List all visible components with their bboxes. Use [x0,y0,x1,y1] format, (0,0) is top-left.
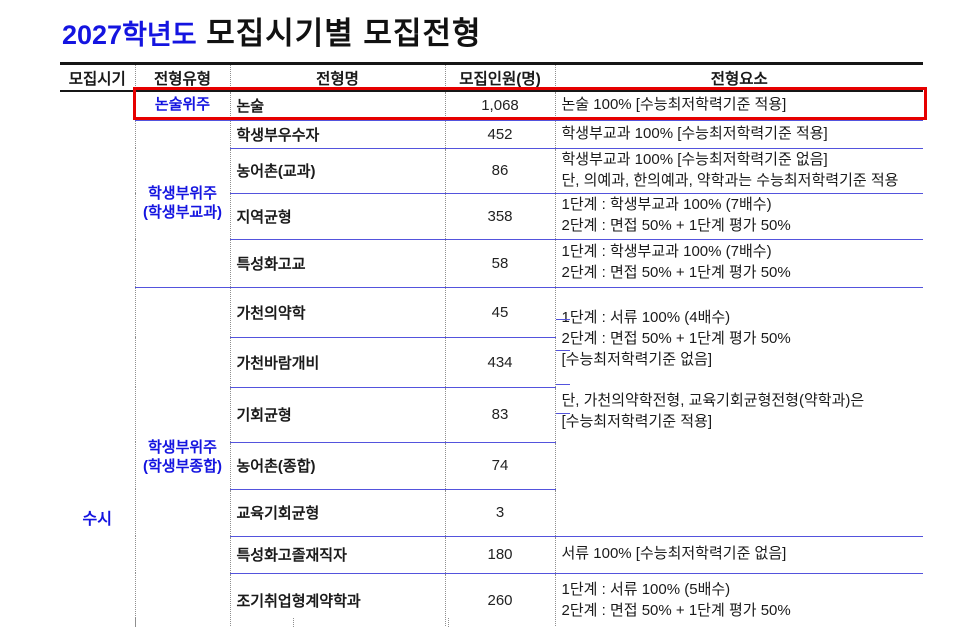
track-count: 45 [444,286,555,338]
track-count: 86 [444,147,555,193]
track-count: 74 [444,441,555,490]
row-line-stub [555,318,570,320]
period-cell: 수시 [60,91,135,627]
track-count: 58 [444,238,555,287]
track-name: 특성화고졸재직자 [229,535,445,574]
row-line-stub [555,412,570,414]
table-row: 농어촌(교과) 86 학생부교과 100% [수능최저학력기준 없음] 단, 의… [60,147,923,193]
page-title: 2027학년도 모집시기별 모집전형 [62,8,482,53]
header-row: 모집시기 전형유형 전형명 모집인원(명) 전형요소 [60,62,923,92]
table-row: 기회균형 83 [60,386,923,443]
track-name: 조기취업형계약학과 [229,572,445,627]
title-year: 2027학년도 [62,20,197,50]
track-elements: 논술 100% [수능최저학력기준 적용] [554,91,923,120]
track-name: 학생부우수자 [229,119,445,148]
category-nonsul: 논술위주 [134,91,230,120]
track-name: 가천의약학 [229,286,445,338]
track-count: 3 [444,488,555,537]
cutoff-column-stub [448,618,449,627]
table-row: 학생부위주 (학생부종합) 가천의약학 45 1단계 : 서류 100% (4배… [60,286,923,627]
table-row: 가천바람개비 434 [60,336,923,388]
track-count: 83 [444,386,555,443]
table-row: 특성화고교 58 1단계 : 학생부교과 100% (7배수) 2단계 : 면접… [60,238,923,287]
row-line-stub [555,383,570,385]
row-line-stub [555,349,570,351]
track-elements: 학생부교과 100% [수능최저학력기준 적용] [554,119,923,148]
merged-elements-cell: 1단계 : 서류 100% (4배수) 2단계 : 면접 50% + 1단계 평… [554,286,923,537]
track-elements: 1단계 : 서류 100% (5배수) 2단계 : 면접 50% + 1단계 평… [554,572,923,627]
table-row: 조기취업형계약학과 260 1단계 : 서류 100% (5배수) 2단계 : … [60,572,923,627]
col-header-elements: 전형요소 [554,62,923,92]
table-row: 교육기회균형 3 [60,488,923,537]
track-name: 농어촌(교과) [229,147,445,193]
merged-elements-text: 1단계 : 서류 100% (4배수) 2단계 : 면접 50% + 1단계 평… [561,309,865,430]
track-name: 지역균형 [229,192,445,239]
track-elements: 1단계 : 학생부교과 100% (7배수) 2단계 : 면접 50% + 1단… [554,238,923,287]
table-row: 농어촌(종합) 74 [60,441,923,490]
track-count: 260 [444,572,555,627]
table-row: 수시 논술위주 논술 1,068 논술 100% [수능최저학력기준 적용] [60,91,923,627]
track-count: 434 [444,336,555,388]
track-elements: 서류 100% [수능최저학력기준 없음] [554,535,923,574]
col-header-count: 모집인원(명) [444,62,555,92]
period-label: 수시 [82,511,112,528]
track-name: 가천바람개비 [229,336,445,388]
table-row: 지역균형 358 1단계 : 학생부교과 100% (7배수) 2단계 : 면접… [60,192,923,239]
col-header-period: 모집시기 [60,62,135,92]
title-text: 모집시기별 모집전형 [196,16,482,51]
track-count: 452 [444,119,555,148]
track-elements: 학생부교과 100% [수능최저학력기준 없음] 단, 의예과, 한의예과, 약… [554,147,923,193]
table-row: 특성화고졸재직자 180 서류 100% [수능최저학력기준 없음] [60,535,923,574]
track-name: 특성화고교 [229,238,445,287]
track-count: 1,068 [444,91,555,120]
table-row: 학생부위주 (학생부교과) 학생부우수자 452 학생부교과 100% [수능최… [60,119,923,287]
track-name: 교육기회균형 [229,488,445,537]
cutoff-column-stub [293,618,294,627]
track-count: 180 [444,535,555,574]
track-name: 농어촌(종합) [229,441,445,490]
col-header-type: 전형유형 [134,62,230,92]
track-elements: 1단계 : 학생부교과 100% (7배수) 2단계 : 면접 50% + 1단… [554,192,923,239]
category-gyogwa: 학생부위주 (학생부교과) [134,119,230,287]
category-jonghap: 학생부위주 (학생부종합) [134,286,230,627]
track-count: 358 [444,192,555,239]
col-header-name: 전형명 [229,62,445,92]
admissions-table: 모집시기 전형유형 전형명 모집인원(명) 전형요소 수시 논술위주 논술 1,… [60,62,923,627]
track-name: 기회균형 [229,386,445,443]
cutoff-column-stub [135,618,136,627]
track-name: 논술 [229,91,445,120]
